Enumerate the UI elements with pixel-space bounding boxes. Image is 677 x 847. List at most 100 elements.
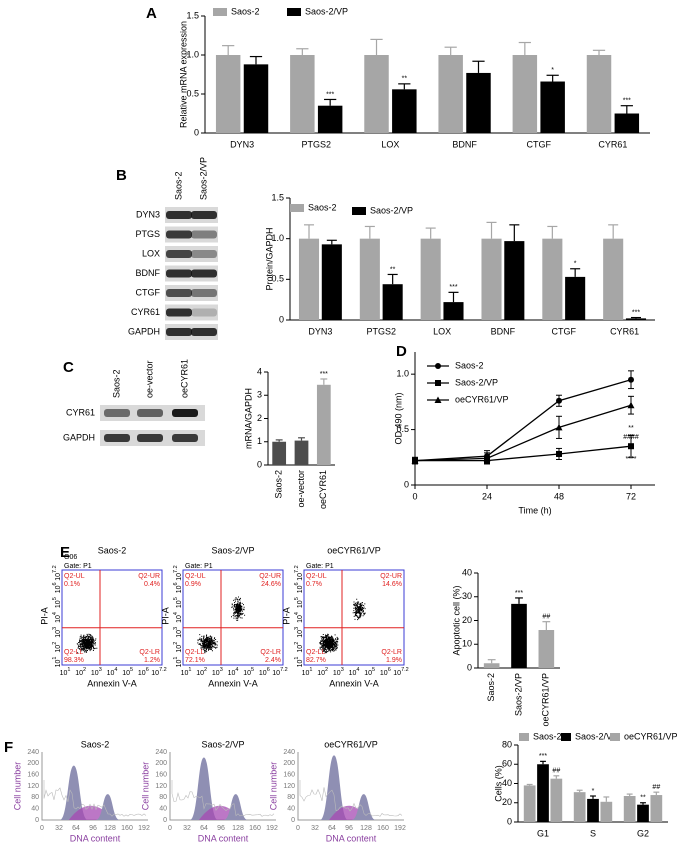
bar: [523, 785, 536, 822]
y-tick-label: 240: [283, 749, 295, 756]
bar: [614, 113, 640, 133]
gate-label: Gate: P1: [306, 563, 334, 570]
tick-base: 10: [55, 585, 62, 593]
tick-base: 10: [181, 670, 189, 677]
x-tick-label: 102: [75, 667, 86, 676]
legend-swatch: [610, 733, 620, 741]
tick-exponent: 1: [67, 667, 70, 673]
x-tick-label: 128: [104, 825, 116, 832]
plot-title: Saos-2: [81, 739, 110, 749]
quadrant-percent: 1.9%: [386, 657, 402, 664]
bar: [511, 603, 527, 668]
tick-exponent: 2: [52, 642, 58, 645]
blot-band: [166, 211, 192, 219]
phase-area: [223, 794, 248, 820]
y-tick-label: 0: [291, 817, 295, 824]
tick-exponent: 5: [372, 667, 375, 673]
lane-label: oeCYR61: [179, 359, 189, 398]
x-tick-label: 192: [394, 825, 406, 832]
bar: [317, 105, 343, 133]
lane-label: Saos-2: [111, 369, 121, 398]
y-tick-label: 40: [31, 806, 39, 813]
x-tick-label: 96: [345, 825, 353, 832]
lane-label: Saos-2/VP: [198, 157, 208, 200]
y-tick-label: 160: [283, 772, 295, 779]
quadrant-name: Q2-UR: [138, 573, 160, 580]
tick-base: 10: [297, 573, 304, 581]
significance-label: *: [551, 67, 554, 74]
y-tick-label: 0: [35, 817, 39, 824]
blot-band: [172, 434, 198, 442]
event-dots: [319, 598, 366, 654]
y-tick-label: 105: [294, 597, 303, 608]
tick-base: 10: [55, 573, 62, 581]
x-tick-label: oe-vector: [296, 470, 306, 508]
y-tick-label: 1.0: [396, 369, 409, 379]
series-line: [414, 379, 632, 462]
quadrant-name: Q2-UR: [380, 573, 402, 580]
significance-label: ***: [623, 98, 631, 105]
y-tick-label: 105: [52, 597, 61, 608]
x-tick-label: 160: [121, 825, 133, 832]
bar: [215, 55, 241, 133]
y-tick-label: 80: [287, 794, 295, 801]
y-tick-label: 1.0: [271, 233, 284, 243]
legend-marker: [435, 363, 441, 369]
bar: [587, 798, 599, 822]
y-tick-label: 0: [163, 817, 167, 824]
tick-base: 10: [176, 630, 183, 638]
y-tick-label: 106: [52, 582, 61, 593]
tick-exponent: 6: [267, 667, 270, 673]
bar: [550, 778, 563, 822]
tick-exponent: 1: [294, 657, 300, 660]
point: [555, 423, 563, 431]
tick-exponent: 4: [356, 667, 359, 673]
y-tick-label: 103: [52, 627, 61, 638]
gate-label: Gate: P1: [185, 563, 213, 570]
x-tick-label: Saos-2: [486, 673, 496, 702]
plot-title: oeCYR61/VP: [324, 739, 378, 749]
y-tick-label: 40: [159, 806, 167, 813]
x-tick-label: oeCYR61: [318, 470, 328, 509]
bar: [438, 55, 463, 133]
bar: [625, 318, 647, 320]
blot-band: [104, 409, 130, 417]
gate-label: Gate: P1: [64, 563, 92, 570]
tick-exponent: 3: [341, 667, 344, 673]
x-axis-label: Time (h): [518, 505, 551, 515]
panel-letter: E: [60, 544, 70, 561]
y-tick-label: 102: [52, 642, 61, 653]
tick-exponent: 2: [294, 642, 300, 645]
significance-label: **: [390, 266, 396, 273]
y-tick-label: 10: [462, 639, 472, 649]
blot-band: [191, 289, 217, 297]
tick-exponent: 3: [99, 667, 102, 673]
significance-label: **: [402, 76, 408, 83]
point: [556, 450, 562, 457]
x-tick-label: 32: [55, 825, 63, 832]
y-tick-label: 0: [279, 314, 284, 324]
significance-label: ***: [326, 91, 334, 98]
legend-swatch: [213, 8, 227, 16]
quadrant-name: Q2-UL: [306, 573, 327, 580]
legend-label: Saos-2/VP: [455, 377, 498, 387]
row-label: GAPDH: [128, 326, 160, 336]
x-tick-label: 103: [212, 667, 223, 676]
x-axis-label: Annexin V-A: [208, 678, 258, 688]
x-tick-label: 48: [554, 491, 564, 501]
x-tick-label: 32: [311, 825, 319, 832]
y-tick-label: 101: [52, 657, 61, 668]
x-tick-label: 160: [249, 825, 261, 832]
gate-label: G06: [64, 554, 77, 561]
y-tick-label: 160: [27, 772, 39, 779]
y-tick-label: 107.2: [294, 565, 303, 580]
blot-band: [172, 409, 198, 417]
legend-swatch: [287, 8, 301, 16]
y-tick-label: 0: [507, 816, 512, 826]
x-tick-label: BDNF: [452, 139, 477, 149]
legend-label: oeCYR61/VP: [455, 394, 509, 404]
x-tick-label: 103: [333, 667, 344, 676]
x-tick-label: 106: [380, 667, 391, 676]
tick-base: 10: [138, 670, 146, 677]
row-label: CYR61: [66, 407, 95, 417]
